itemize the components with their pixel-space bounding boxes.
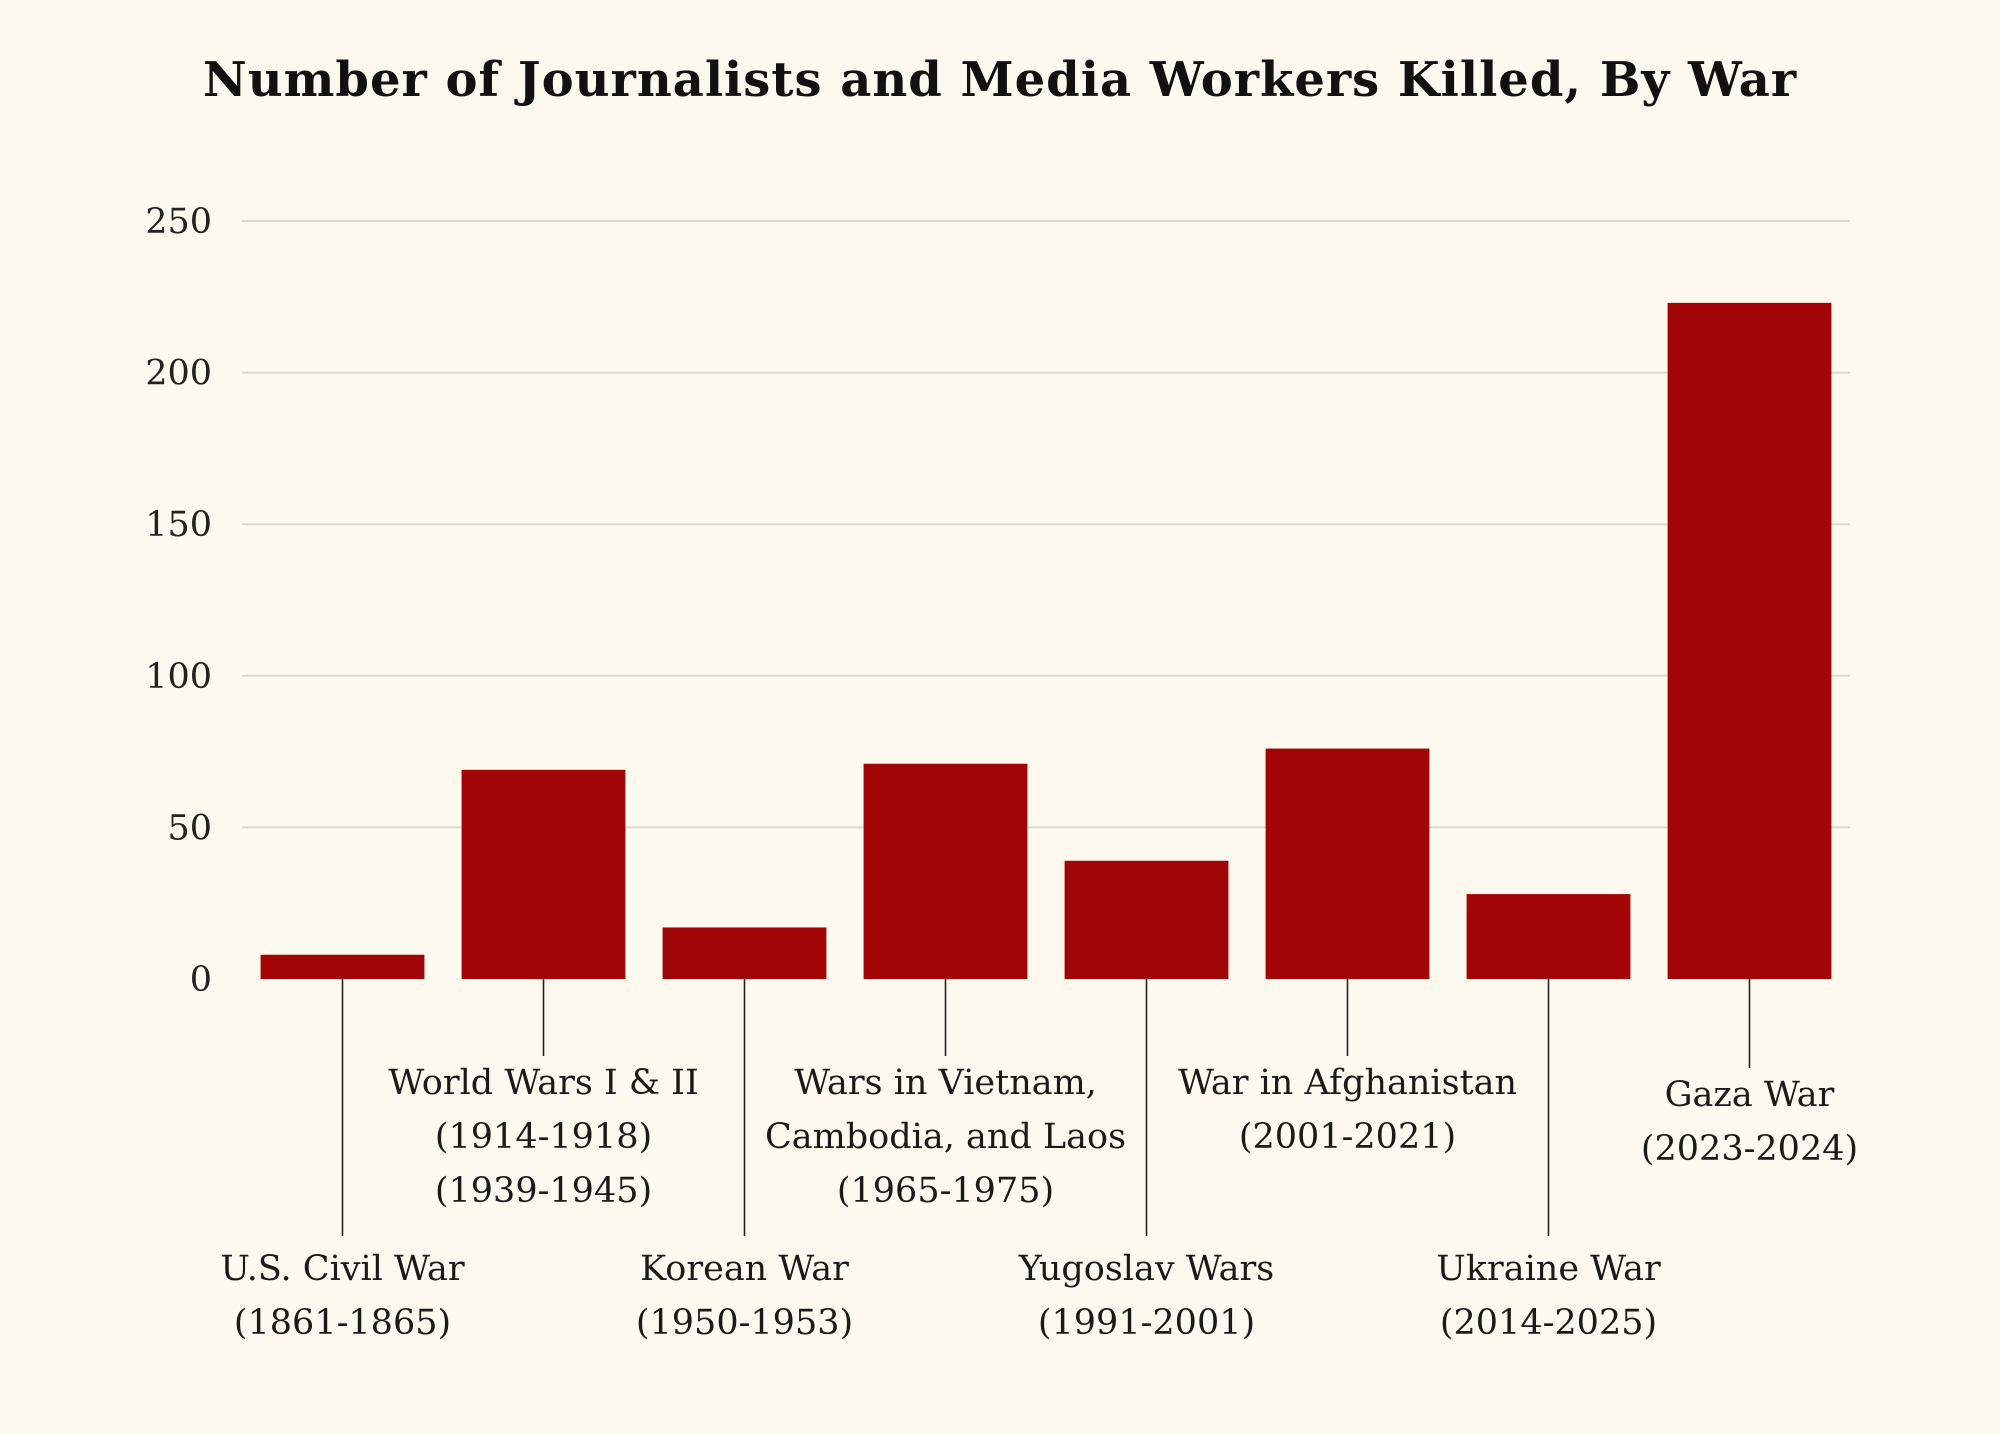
label-leaders: [341, 979, 1751, 1236]
bar-7: [1667, 302, 1832, 979]
bar-1: [461, 769, 626, 979]
y-axis-ticks: 0 50 100 150 200 250: [145, 202, 212, 1000]
category-label-0-line-0: U.S. Civil War: [220, 1249, 464, 1289]
category-label-2-line-1: (1950-1953): [636, 1303, 853, 1343]
bar-3: [863, 763, 1028, 979]
category-label-0-line-1: (1861-1865): [234, 1303, 451, 1343]
y-tick-label: 150: [145, 505, 212, 545]
category-label-6-line-1: (2014-2025): [1440, 1303, 1657, 1343]
category-labels: U.S. Civil War (1861-1865) World Wars I & …: [220, 1063, 1858, 1343]
bar-0: [260, 954, 425, 979]
category-label-3-line-0: Wars in Vietnam,: [794, 1063, 1097, 1103]
y-tick-label: 0: [190, 960, 212, 1000]
bar-2: [662, 927, 827, 979]
category-label-7-line-1: (2023-2024): [1641, 1129, 1858, 1169]
y-tick-label: 50: [167, 808, 212, 848]
y-tick-label: 100: [145, 657, 212, 697]
category-label-1-line-0: World Wars I & II: [388, 1063, 699, 1103]
gridlines: [242, 220, 1850, 829]
category-label-6-line-0: Ukraine War: [1436, 1249, 1661, 1289]
bars: [260, 302, 1832, 979]
bar-4: [1064, 860, 1229, 979]
category-label-1-line-2: (1939-1945): [435, 1171, 652, 1211]
y-tick-label: 250: [145, 202, 212, 242]
chart-title: Number of Journalists and Media Workers …: [203, 52, 1797, 108]
category-label-1-line-1: (1914-1918): [435, 1117, 652, 1157]
category-label-5-line-0: War in Afghanistan: [1178, 1063, 1517, 1103]
category-label-2-line-0: Korean War: [640, 1249, 849, 1289]
category-label-4-line-0: Yugoslav Wars: [1018, 1249, 1275, 1289]
category-label-7-line-0: Gaza War: [1665, 1075, 1835, 1115]
bar-6: [1466, 894, 1631, 979]
category-label-3-line-1: Cambodia, and Laos: [765, 1117, 1126, 1157]
category-label-3-line-2: (1965-1975): [837, 1171, 1054, 1211]
category-label-4-line-1: (1991-2001): [1038, 1303, 1255, 1343]
bar-5: [1265, 748, 1430, 979]
category-label-5-line-1: (2001-2021): [1239, 1117, 1456, 1157]
y-tick-label: 200: [145, 354, 212, 394]
